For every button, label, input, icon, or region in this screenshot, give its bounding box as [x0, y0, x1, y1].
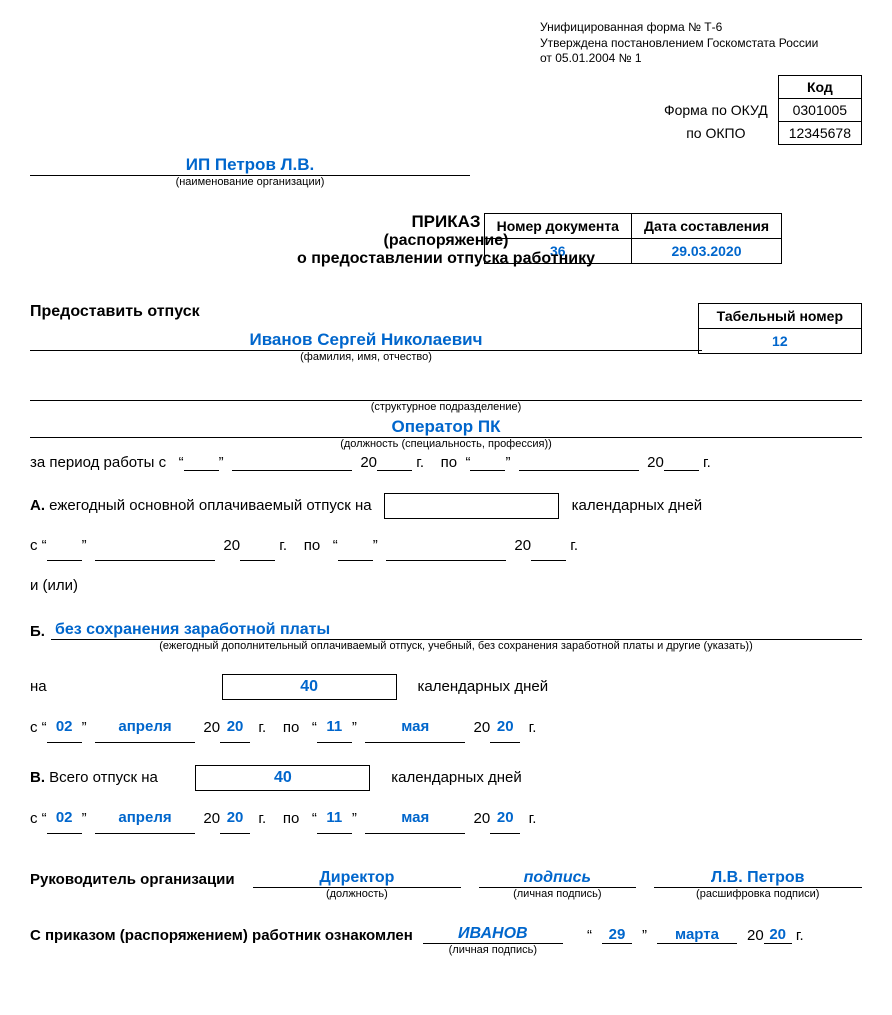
- tab-number-value: 12: [698, 328, 861, 353]
- period-from-year: [377, 470, 412, 471]
- section-b-label: Б.: [30, 623, 45, 640]
- v-days-box: 40: [195, 765, 370, 791]
- a-to-day: [338, 560, 373, 561]
- okud-label: Форма по ОКУД: [654, 98, 778, 121]
- b-to-month: мая: [365, 712, 465, 743]
- period-to-year: [664, 470, 699, 471]
- ack-label: С приказом (распоряжением) работник озна…: [30, 927, 413, 944]
- head-sign-sub: (личная подпись): [479, 888, 635, 905]
- b-days-box: 40: [222, 674, 397, 700]
- period-from-month: [232, 470, 352, 471]
- position: Оператор ПК: [30, 417, 862, 438]
- b-to-day: 11: [317, 712, 352, 743]
- tab-number-label: Табельный номер: [698, 303, 861, 328]
- v-to-day: 11: [317, 803, 352, 834]
- head-label: Руководитель организации: [30, 871, 235, 888]
- section-v-text: Всего отпуск на: [45, 769, 158, 786]
- header-line3: от 05.01.2004 № 1: [540, 51, 862, 67]
- okud-value: 0301005: [778, 98, 861, 121]
- head-position-sub: (должность): [253, 888, 462, 905]
- section-a-label: А.: [30, 497, 45, 514]
- okpo-value: 12345678: [778, 121, 861, 144]
- head-name: Л.В. Петров: [654, 869, 863, 888]
- grant-label: Предоставить отпуск: [30, 303, 230, 321]
- v-from-month: апреля: [95, 803, 195, 834]
- form-header: Унифицированная форма № Т-6 Утверждена п…: [540, 20, 862, 67]
- and-or: и (или): [30, 571, 862, 601]
- position-sublabel: (должность (специальность, профессия)): [30, 438, 862, 450]
- organization-name: ИП Петров Л.В.: [30, 155, 470, 176]
- section-v-label: В.: [30, 769, 45, 786]
- header-line2: Утверждена постановлением Госкомстата Ро…: [540, 36, 862, 52]
- section-a-days-box: [384, 493, 559, 519]
- header-line1: Унифицированная форма № Т-6: [540, 20, 862, 36]
- v-days-label: календарных дней: [391, 769, 522, 786]
- section-b-type: без сохранения заработной платы: [51, 621, 862, 640]
- v-from-year: 20: [220, 803, 250, 834]
- code-header: Код: [778, 75, 861, 98]
- section-a-text: ежегодный основной оплачиваемый отпуск н…: [45, 497, 372, 514]
- b-from-day: 02: [47, 712, 82, 743]
- v-to-month: мая: [365, 803, 465, 834]
- structural-unit-line: [30, 383, 862, 401]
- head-position: Директор: [253, 869, 462, 888]
- v-from-day: 02: [47, 803, 82, 834]
- employee-name: Иванов Сергей Николаевич: [30, 330, 702, 351]
- ack-sign-sub: (личная подпись): [423, 944, 563, 961]
- b-from-year: 20: [220, 712, 250, 743]
- period-label: за период работы с: [30, 454, 166, 471]
- structural-unit-sublabel: (структурное подразделение): [30, 401, 862, 413]
- ack-sign: ИВАНОВ: [423, 925, 563, 944]
- head-sign: подпись: [479, 869, 635, 888]
- section-b-sublabel: (ежегодный дополнительный оплачиваемый о…: [50, 640, 862, 652]
- a-to-month: [386, 560, 506, 561]
- b-to-year: 20: [490, 712, 520, 743]
- period-to-month: [519, 470, 639, 471]
- a-to-year: [531, 560, 566, 561]
- tab-number-table: Табельный номер 12: [698, 303, 862, 354]
- head-name-sub: (расшифровка подписи): [654, 888, 863, 905]
- ack-day: 29: [602, 926, 632, 944]
- a-from-year: [240, 560, 275, 561]
- ack-month: марта: [657, 926, 737, 944]
- b-na: на: [30, 678, 47, 695]
- employee-name-sublabel: (фамилия, имя, отчество): [30, 351, 702, 363]
- b-days-label: календарных дней: [418, 678, 549, 695]
- period-from-day: [184, 470, 219, 471]
- a-from-month: [95, 560, 215, 561]
- period-to-day: [470, 470, 505, 471]
- b-from-month: апреля: [95, 712, 195, 743]
- organization-sublabel: (наименование организации): [30, 176, 470, 188]
- a-from-day: [47, 560, 82, 561]
- code-table: Код Форма по ОКУД 0301005 по ОКПО 123456…: [654, 75, 862, 145]
- okpo-label: по ОКПО: [654, 121, 778, 144]
- section-a-days-label: календарных дней: [572, 497, 703, 514]
- ack-year: 20: [764, 926, 792, 944]
- v-to-year: 20: [490, 803, 520, 834]
